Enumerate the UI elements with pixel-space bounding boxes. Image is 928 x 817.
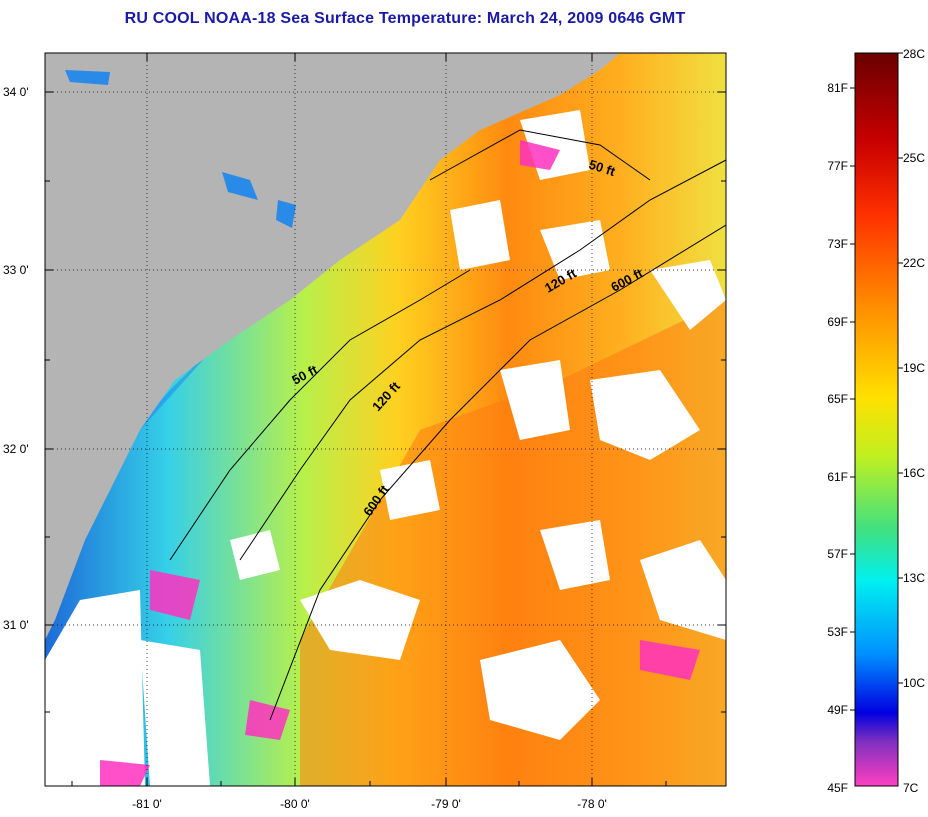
lat-tick-label: 31 0' — [3, 618, 29, 632]
colorbar-c-label: 10C — [903, 676, 925, 690]
frame-ticks — [45, 53, 726, 786]
inland-water — [65, 70, 296, 228]
colorbar-c-label: 7C — [903, 781, 919, 795]
colorbar-ticks — [850, 52, 903, 711]
contour-50ft-line — [169, 269, 471, 561]
colorbar-f-label: 49F — [827, 703, 848, 717]
land-mass — [45, 53, 620, 640]
lon-tick-label: -80 0' — [280, 797, 310, 811]
colorbar-c-label: 22C — [903, 256, 925, 270]
contour-120ft-line — [239, 159, 726, 561]
colorbar-c-label: 13C — [903, 571, 925, 585]
colorbar — [854, 52, 899, 787]
lat-tick-label: 33 0' — [3, 263, 29, 277]
colorbar-f-label: 73F — [827, 237, 848, 251]
lon-tick-label: -78 0' — [577, 797, 607, 811]
lat-tick-label: 34 0' — [3, 85, 29, 99]
colorbar-c-label: 28C — [903, 47, 925, 61]
colorbar-f-label: 69F — [827, 315, 848, 329]
lat-tick-label: 32 0' — [3, 442, 29, 456]
colorbar-c-label: 25C — [903, 151, 925, 165]
lon-tick-label: -81 0' — [132, 797, 162, 811]
contour-50ft-line — [429, 129, 651, 181]
colorbar-f-label: 53F — [827, 625, 848, 639]
map-title: RU COOL NOAA-18 Sea Surface Temperature:… — [124, 10, 686, 27]
lon-tick-label: -79 0' — [431, 797, 461, 811]
cloud-mask — [45, 110, 726, 786]
cold-anomaly-patches — [100, 140, 700, 786]
colorbar-c-label: 19C — [903, 361, 925, 375]
colorbar-c-label: 16C — [903, 466, 925, 480]
contour-600ft-line — [269, 224, 726, 721]
colorbar-f-label: 57F — [827, 547, 848, 561]
colorbar-f-label: 77F — [827, 159, 848, 173]
colorbar-f-label: 45F — [827, 781, 848, 795]
colorbar-f-label: 61F — [827, 470, 848, 484]
map-frame — [44, 52, 727, 787]
map-area: 50 ft 50 ft 120 ft 120 ft 600 ft 600 ft — [45, 53, 726, 786]
colorbar-f-label: 65F — [827, 392, 848, 406]
graticule — [45, 53, 726, 786]
colorbar-f-label: 81F — [827, 81, 848, 95]
